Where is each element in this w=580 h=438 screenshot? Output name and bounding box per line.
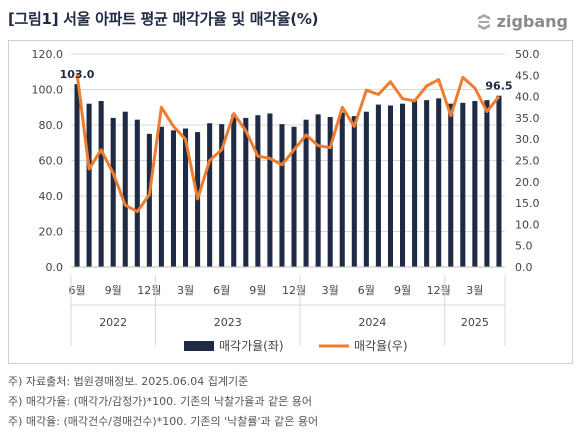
x-tick-label: 12월 xyxy=(137,284,161,297)
bar xyxy=(110,117,116,268)
y-left-tick-label: 120.0 xyxy=(32,48,64,61)
footnote-source: 주) 자료출처: 법원경매정보. 2025.06.04 집계기준 xyxy=(8,375,249,388)
bar xyxy=(243,117,249,268)
brand-name: zigbang xyxy=(496,12,568,31)
bar xyxy=(315,114,321,267)
data-label: 103.0 xyxy=(60,68,95,81)
sale-rate-line xyxy=(75,73,501,214)
y-right-tick-label: 40.0 xyxy=(515,91,540,104)
bar xyxy=(496,95,502,268)
bar xyxy=(399,103,406,267)
bar xyxy=(291,126,297,268)
year-label: 2022 xyxy=(99,316,127,329)
x-tick-label: 6월 xyxy=(68,284,85,297)
y-right-tick-label: 0.0 xyxy=(515,261,533,274)
y-right-tick-label: 30.0 xyxy=(515,133,540,146)
bar xyxy=(460,102,466,267)
y-right-tick-label: 50.0 xyxy=(515,48,540,61)
zigbang-logo-icon xyxy=(477,13,490,30)
bar xyxy=(448,103,454,267)
bar xyxy=(74,84,80,267)
y-right-tick-label: 20.0 xyxy=(515,176,540,189)
bar xyxy=(267,113,273,268)
bar xyxy=(387,105,394,267)
bar xyxy=(146,133,152,267)
x-tick-label: 3월 xyxy=(177,284,194,297)
x-tick-label: 3월 xyxy=(466,284,483,297)
bar xyxy=(436,98,442,267)
bar xyxy=(158,126,164,268)
y-right-tick-label: 25.0 xyxy=(515,155,540,168)
bar xyxy=(363,111,369,267)
x-tick-label: 9월 xyxy=(105,284,122,297)
year-label: 2023 xyxy=(214,316,242,329)
bar xyxy=(122,111,128,267)
y-left-tick-label: 0.0 xyxy=(46,261,64,274)
bar xyxy=(327,117,333,267)
bar xyxy=(424,100,430,268)
y-left-tick-label: 80.0 xyxy=(39,119,64,132)
bar xyxy=(219,124,225,267)
chart-panel: 0.0 20.0 40.0 60.0 80.0 100.0 120.0 0.0 5.0 10.0 1… xyxy=(8,40,573,364)
bar xyxy=(351,116,357,267)
y-left-tick-label: 60.0 xyxy=(39,155,64,168)
bar xyxy=(98,101,104,267)
legend-label: 매각가율(좌) xyxy=(219,339,284,353)
bar xyxy=(484,100,490,268)
x-tick-label: 6월 xyxy=(213,284,230,297)
footnote-sale-price-ratio: 주) 매각가율: (매각가/감정가)*100. 기존의 낙찰가율과 같은 용어 xyxy=(8,395,313,408)
y-right-tick-label: 15.0 xyxy=(515,197,540,210)
footnotes: 주) 자료출처: 법원경매정보. 2025.06.04 집계기준 주) 매각가율… xyxy=(8,372,318,432)
bar xyxy=(134,119,140,267)
bar xyxy=(182,128,189,267)
y-left-tick-label: 100.0 xyxy=(32,84,64,97)
x-tick-label: 6월 xyxy=(358,284,375,297)
bar xyxy=(412,101,418,267)
bar xyxy=(339,112,345,267)
bar xyxy=(279,124,285,267)
bar xyxy=(86,103,92,267)
y-right-tick-label: 5.0 xyxy=(515,240,533,253)
y-right-tick-label: 35.0 xyxy=(515,112,540,125)
footnote-sale-rate: 주) 매각율: (매각건수/경매건수)*100. 기존의 '낙찰률'과 같은 용… xyxy=(8,415,319,428)
y-left-tick-label: 40.0 xyxy=(39,190,64,203)
combo-chart: 0.0 20.0 40.0 60.0 80.0 100.0 120.0 0.0 5.0 10.0 1… xyxy=(32,48,540,353)
year-label: 2024 xyxy=(358,316,386,329)
legend-label: 매각율(우) xyxy=(354,339,408,353)
x-tick-label: 12월 xyxy=(427,284,451,297)
figure-title: [그림1] 서울 아파트 평균 매각가율 및 매각율(%) xyxy=(8,10,319,28)
bar xyxy=(170,130,177,267)
x-tick-label: 9월 xyxy=(394,284,411,297)
year-label: 2025 xyxy=(461,316,489,329)
legend-swatch-bar xyxy=(184,341,214,351)
bar xyxy=(472,101,478,267)
x-tick-label: 9월 xyxy=(249,284,266,297)
y-left-tick-label: 20.0 xyxy=(39,226,64,239)
bar xyxy=(231,114,237,267)
bar xyxy=(303,119,309,267)
brand-logo: zigbang xyxy=(475,12,568,31)
y-right-tick-label: 45.0 xyxy=(515,69,540,82)
bar xyxy=(255,115,261,267)
x-tick-label: 3월 xyxy=(322,284,339,297)
y-right-tick-label: 10.0 xyxy=(515,218,540,231)
bar xyxy=(375,104,381,268)
bar xyxy=(207,123,213,267)
x-tick-label: 12월 xyxy=(282,284,306,297)
data-label: 96.5 xyxy=(485,80,512,93)
